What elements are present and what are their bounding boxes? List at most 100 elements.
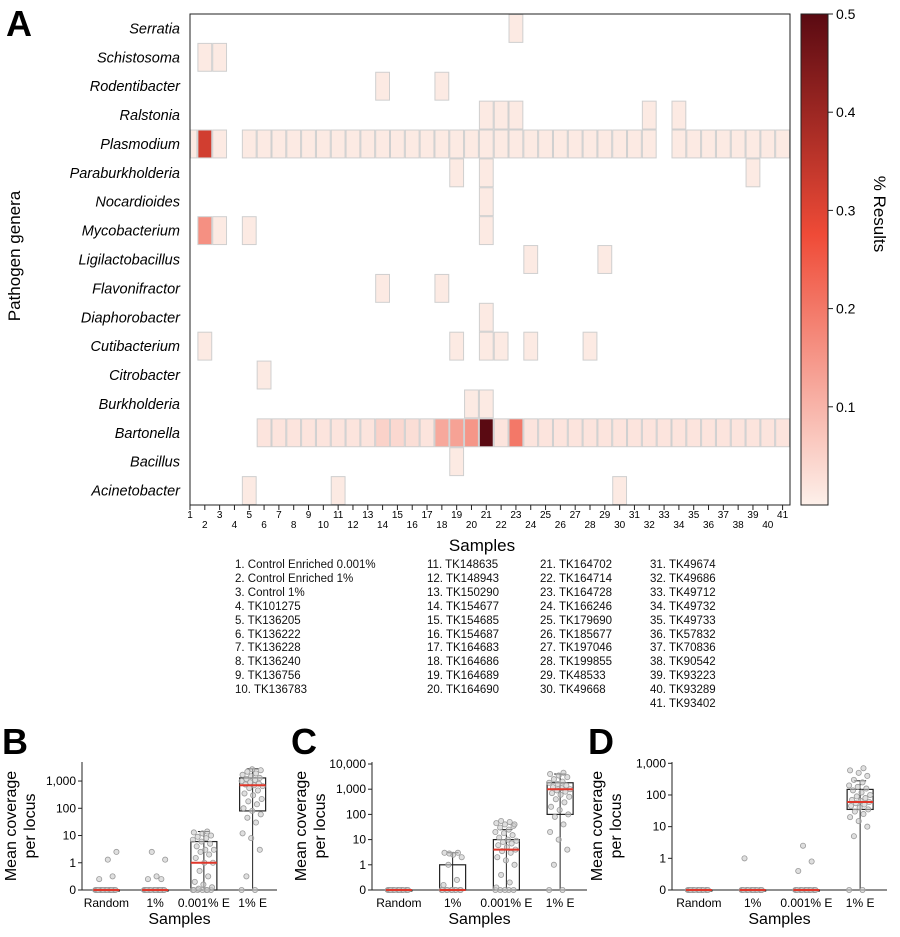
legend-entry: 23. TK164728 bbox=[540, 586, 613, 599]
heatmap-cell bbox=[390, 129, 405, 159]
heatmap-cell bbox=[508, 14, 524, 43]
data-point bbox=[206, 851, 213, 858]
heatmap-cell bbox=[760, 129, 776, 159]
data-point bbox=[561, 799, 568, 806]
y-tick-label: 1 bbox=[659, 851, 666, 865]
genus-label: Rodentibacter bbox=[90, 79, 181, 95]
boxplot-c: 0 1 10 100 1,000 10,000 Mean coverage per locus… bbox=[293, 757, 587, 928]
sample-tick-label: 39 bbox=[747, 510, 759, 521]
data-point bbox=[208, 832, 215, 839]
data-point bbox=[506, 879, 513, 886]
legend-entry: 18. TK164686 bbox=[427, 656, 500, 669]
x-axis-title: Samples bbox=[448, 911, 510, 928]
heatmap-cell bbox=[256, 360, 272, 390]
heatmap-cell bbox=[745, 158, 761, 188]
data-point bbox=[504, 836, 511, 843]
heatmap-cell bbox=[190, 129, 198, 159]
data-point bbox=[496, 834, 503, 841]
genus-label: Serratia bbox=[129, 21, 180, 37]
data-point bbox=[252, 770, 259, 777]
heatmap-cell bbox=[641, 100, 657, 130]
legend-entry: 24. TK166246 bbox=[540, 600, 613, 613]
heatmap-cell bbox=[464, 389, 479, 419]
data-point bbox=[202, 846, 209, 853]
heatmap-cell bbox=[567, 129, 583, 159]
data-point bbox=[453, 876, 460, 883]
genus-label: Nocardioides bbox=[95, 195, 180, 211]
data-point bbox=[546, 886, 553, 893]
data-point bbox=[446, 850, 453, 857]
data-point bbox=[109, 873, 116, 880]
heatmap-cell bbox=[256, 129, 272, 159]
y-axis-title-line-2: per locus bbox=[312, 794, 329, 859]
legend-entry: 30. TK49668 bbox=[540, 684, 606, 697]
y-tick-label: 1,000 bbox=[336, 782, 366, 796]
heatmap-genus-labels: Serratia Schistosoma Rodentibacter Ralstoni… bbox=[70, 21, 182, 499]
data-point bbox=[193, 843, 200, 850]
data-point bbox=[250, 792, 257, 799]
heatmap-cell bbox=[508, 418, 524, 448]
heatmap-cell bbox=[493, 129, 509, 159]
heatmap-cell bbox=[567, 418, 583, 448]
data-point bbox=[551, 813, 558, 820]
heatmap-cell bbox=[360, 129, 376, 159]
data-point bbox=[864, 772, 871, 779]
heatmap-cell bbox=[271, 129, 287, 159]
data-point bbox=[190, 829, 197, 836]
heatmap-cell bbox=[241, 129, 257, 159]
legend-entry: 29. TK48533 bbox=[540, 670, 606, 683]
heatmap-cell bbox=[612, 418, 628, 448]
legend-entry: 19. TK164689 bbox=[427, 670, 500, 683]
heatmap-cell bbox=[552, 129, 568, 159]
panel-b-label: B bbox=[2, 721, 28, 762]
category-label: 0.001% E bbox=[480, 896, 532, 910]
heatmap-cell bbox=[701, 129, 716, 159]
heatmap-cell bbox=[508, 129, 524, 159]
heatmap-cell bbox=[775, 129, 790, 159]
data-point bbox=[195, 885, 202, 892]
heatmap-cell bbox=[212, 42, 228, 72]
legend-entry: 17. TK164683 bbox=[427, 642, 500, 655]
heatmap-cell bbox=[197, 42, 213, 72]
data-point bbox=[564, 774, 571, 781]
genus-label: Mycobacterium bbox=[82, 224, 180, 240]
data-point bbox=[241, 790, 248, 797]
genus-label: Ligilactobacillus bbox=[78, 253, 180, 269]
y-tick-label: 10,000 bbox=[329, 757, 366, 771]
legend-entry: 27. TK197046 bbox=[540, 642, 613, 655]
sample-tick-label: 21 bbox=[481, 510, 493, 521]
x-axis-title: Samples bbox=[748, 911, 810, 928]
data-point bbox=[560, 821, 567, 828]
data-point bbox=[243, 873, 250, 880]
heatmap-cell bbox=[686, 129, 702, 159]
sample-tick-label: 3 bbox=[217, 510, 223, 521]
heatmap-cell bbox=[745, 418, 761, 448]
data-point bbox=[547, 771, 554, 778]
data-point bbox=[495, 842, 502, 849]
heatmap-cell bbox=[271, 418, 287, 448]
data-point bbox=[189, 836, 196, 843]
y-tick-label: 1 bbox=[69, 856, 76, 870]
heatmap-cell bbox=[315, 129, 331, 159]
data-point bbox=[849, 787, 856, 794]
panel-c-label: C bbox=[291, 721, 317, 762]
legend-entry: 31. TK49674 bbox=[650, 559, 716, 571]
heatmap-cell bbox=[375, 273, 390, 303]
sample-tick-label: 30 bbox=[614, 520, 626, 531]
sample-tick-label: 38 bbox=[733, 520, 745, 531]
data-point bbox=[104, 856, 111, 863]
data-point bbox=[158, 876, 165, 883]
y-tick-label: 0 bbox=[659, 883, 666, 897]
sample-tick-label: 13 bbox=[362, 510, 374, 521]
y-tick-label: 1,000 bbox=[46, 774, 76, 788]
sample-tick-label: 36 bbox=[703, 520, 715, 531]
heatmap-cell bbox=[345, 418, 361, 448]
data-point bbox=[850, 833, 857, 840]
genus-label: Bacillus bbox=[130, 455, 180, 471]
heatmap-cell bbox=[671, 418, 687, 448]
heatmap-cell bbox=[301, 418, 316, 448]
sample-legend-col-4: 31. TK49674 32. TK49686 33. TK49712 34. … bbox=[650, 559, 716, 712]
category-label: Random bbox=[676, 896, 721, 910]
legend-entry: 39. TK93223 bbox=[650, 670, 716, 683]
legend-entry: 36. TK57832 bbox=[650, 628, 716, 641]
